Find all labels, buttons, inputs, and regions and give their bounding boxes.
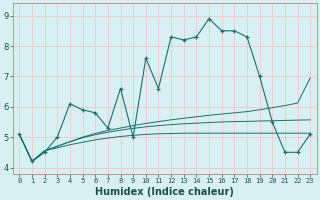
X-axis label: Humidex (Indice chaleur): Humidex (Indice chaleur) xyxy=(95,187,234,197)
